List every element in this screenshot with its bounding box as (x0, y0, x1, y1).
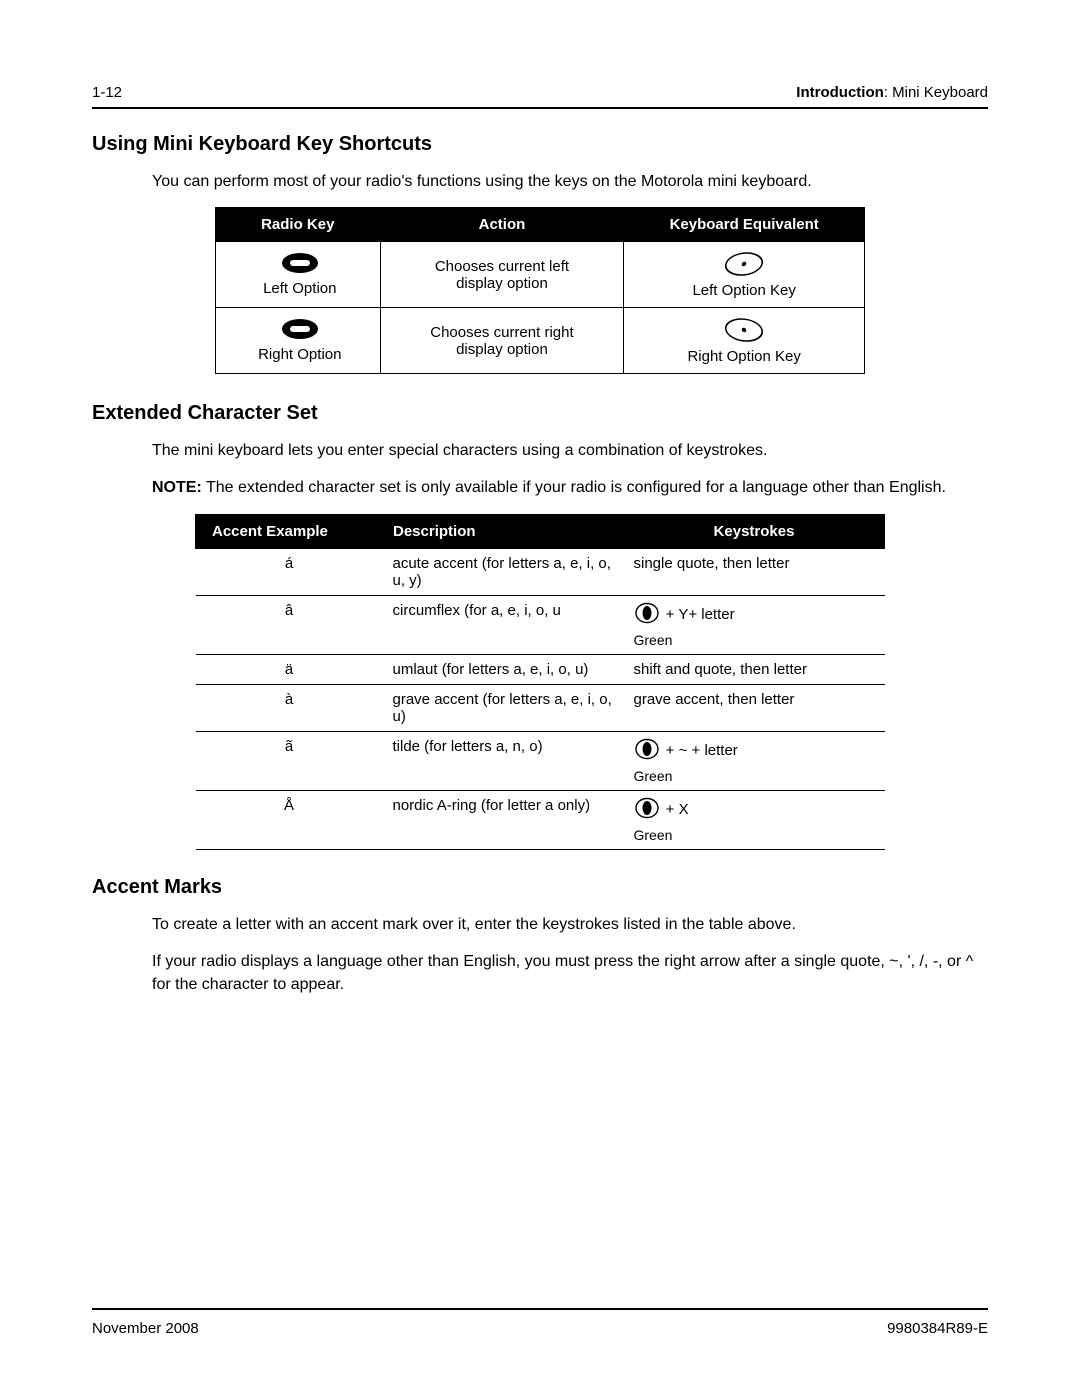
accent-description: nordic A-ring (for letter a only) (383, 790, 624, 849)
shortcuts-table: Radio Key Action Keyboard Equivalent Lef… (215, 207, 865, 374)
footer-rule (92, 1308, 988, 1310)
equiv-label: Right Option Key (638, 348, 850, 365)
shortcuts-th-2: Keyboard Equivalent (624, 208, 865, 242)
ext-row: ãtilde (for letters a, n, o) + ~ + lette… (196, 731, 885, 790)
shortcuts-row: Right Option Chooses current rightdisplay… (216, 308, 865, 374)
action-line2: display option (395, 341, 610, 358)
accent-example: â (196, 595, 383, 654)
footer-date: November 2008 (92, 1320, 199, 1337)
accent-example: ã (196, 731, 383, 790)
shortcuts-th-0: Radio Key (216, 208, 381, 242)
green-key-icon (634, 797, 660, 823)
equiv-label: Left Option Key (638, 282, 850, 299)
green-label: Green (634, 632, 875, 648)
action-cell: Chooses current rightdisplay option (380, 308, 624, 374)
option-key-icon (638, 250, 850, 282)
section2-note: NOTE: The extended character set is only… (152, 476, 988, 499)
page-header: 1-12 Introduction: Mini Keyboard (92, 84, 988, 107)
green-key-icon (634, 602, 660, 628)
ext-row: Ånordic A-ring (for letter a only) + X Gr… (196, 790, 885, 849)
keystrokes-text: shift and quote, then letter (634, 661, 807, 678)
radio-key-label: Right Option (234, 346, 366, 363)
equiv-cell: Left Option Key (624, 242, 865, 308)
footer-doc-id: 9980384R89-E (887, 1320, 988, 1337)
radio-button-icon (280, 252, 320, 278)
accent-description: tilde (for letters a, n, o) (383, 731, 624, 790)
extended-char-table: Accent Example Description Keystrokes áa… (195, 514, 885, 850)
green-label: Green (634, 827, 875, 843)
radio-button-icon (280, 318, 320, 344)
keystrokes-text: grave accent, then letter (634, 691, 795, 708)
action-line2: display option (395, 275, 610, 292)
keystrokes-cell: + X Green (624, 790, 885, 849)
ext-row: áacute accent (for letters a, e, i, o, u… (196, 548, 885, 595)
accent-description: umlaut (for letters a, e, i, o, u) (383, 654, 624, 684)
section1-title: Using Mini Keyboard Key Shortcuts (92, 133, 988, 156)
green-key-icon (634, 738, 660, 764)
option-key-icon (638, 316, 850, 348)
ext-th-2: Keystrokes (624, 514, 885, 548)
ext-row: àgrave accent (for letters a, e, i, o, u… (196, 684, 885, 731)
section3-p2: If your radio displays a language other … (152, 950, 988, 996)
ext-th-0: Accent Example (196, 514, 383, 548)
keystrokes-cell: grave accent, then letter (624, 684, 885, 731)
accent-example: á (196, 548, 383, 595)
note-label: NOTE: (152, 479, 202, 496)
accent-example: ä (196, 654, 383, 684)
page-footer: November 2008 9980384R89-E (92, 1308, 988, 1337)
header-rule (92, 107, 988, 109)
keystrokes-cell: + Y+ letter Green (624, 595, 885, 654)
section1-intro: You can perform most of your radio's fun… (152, 170, 988, 193)
keystrokes-text: + ~ + letter (662, 742, 738, 759)
ext-th-1: Description (383, 514, 624, 548)
keystrokes-text: + X (662, 801, 689, 818)
action-line1: Chooses current left (395, 258, 610, 275)
chapter-rest: : Mini Keyboard (884, 84, 988, 101)
action-cell: Chooses current leftdisplay option (380, 242, 624, 308)
note-text: The extended character set is only avail… (206, 479, 946, 496)
section2-intro: The mini keyboard lets you enter special… (152, 439, 988, 462)
chapter-bold: Introduction (796, 84, 883, 101)
green-label: Green (634, 768, 875, 784)
shortcuts-row: Left Option Chooses current leftdisplay o… (216, 242, 865, 308)
shortcuts-th-1: Action (380, 208, 624, 242)
ext-row: äumlaut (for letters a, e, i, o, u) shift… (196, 654, 885, 684)
accent-example: à (196, 684, 383, 731)
keystrokes-text: single quote, then letter (634, 555, 790, 572)
radio-key-label: Left Option (234, 280, 366, 297)
accent-description: acute accent (for letters a, e, i, o, u,… (383, 548, 624, 595)
accent-example: Å (196, 790, 383, 849)
keystrokes-cell: single quote, then letter (624, 548, 885, 595)
section3-title: Accent Marks (92, 876, 988, 899)
document-page: 1-12 Introduction: Mini Keyboard Using M… (0, 0, 1080, 1397)
keystrokes-cell: + ~ + letter Green (624, 731, 885, 790)
radio-key-cell: Right Option (216, 308, 381, 374)
action-line1: Chooses current right (395, 324, 610, 341)
page-number: 1-12 (92, 84, 122, 101)
keystrokes-cell: shift and quote, then letter (624, 654, 885, 684)
equiv-cell: Right Option Key (624, 308, 865, 374)
accent-description: grave accent (for letters a, e, i, o, u) (383, 684, 624, 731)
chapter-label: Introduction: Mini Keyboard (796, 84, 988, 101)
radio-key-cell: Left Option (216, 242, 381, 308)
section3-p1: To create a letter with an accent mark o… (152, 913, 988, 936)
accent-description: circumflex (for a, e, i, o, u (383, 595, 624, 654)
ext-row: âcircumflex (for a, e, i, o, u + Y+ lett… (196, 595, 885, 654)
section2-title: Extended Character Set (92, 402, 988, 425)
keystrokes-text: + Y+ letter (662, 606, 735, 623)
